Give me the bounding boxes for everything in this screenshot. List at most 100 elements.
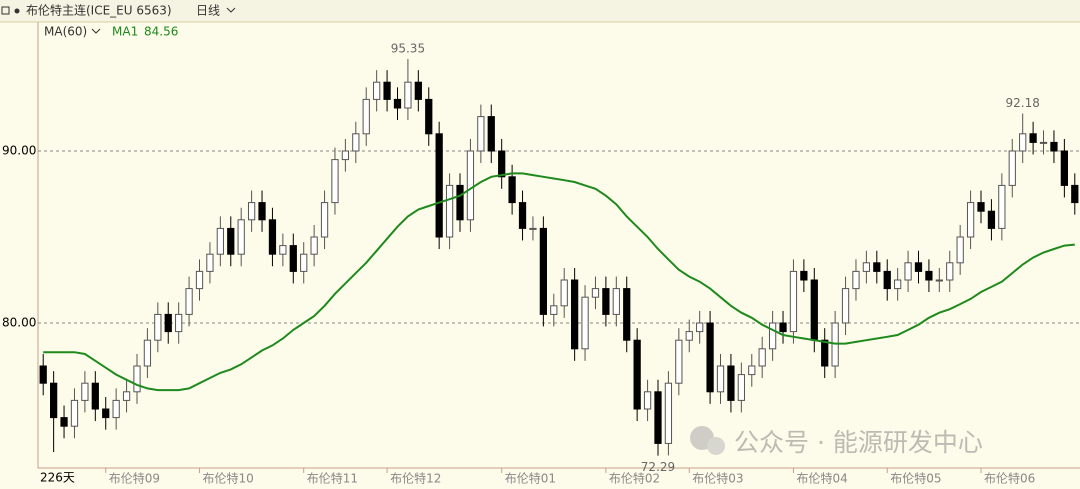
menu-icon[interactable] [1, 6, 10, 15]
candle-body [894, 279, 902, 290]
x-tick-label: 布伦特05 [890, 471, 941, 486]
candle-body [91, 382, 99, 410]
candle-body [789, 270, 798, 333]
candle-body [633, 339, 641, 410]
candle-body [247, 202, 256, 221]
candle-body [352, 133, 360, 152]
candle-body [81, 382, 89, 401]
candle-body [779, 322, 787, 333]
candle-body [393, 98, 402, 109]
candle-body [206, 253, 214, 272]
candle-body [654, 391, 662, 444]
watermark: 公众号 · 能源研发中心 [690, 426, 983, 457]
candle-body [727, 365, 735, 401]
chart-title: 布伦特主连(ICE_EU 6563) [26, 3, 172, 18]
candle-body [320, 202, 329, 238]
candle-body [977, 202, 985, 212]
legend-value: 84.56 [144, 25, 178, 39]
candle-body [456, 184, 464, 221]
candle-body [487, 116, 495, 152]
header-bar [0, 0, 1080, 22]
candle-body [623, 288, 631, 341]
watermark-icon [707, 437, 725, 455]
candle-body [1039, 141, 1048, 144]
candle-body [591, 288, 600, 298]
candle-body [185, 288, 193, 315]
candle-body [612, 288, 620, 315]
candle-body [821, 339, 829, 367]
indicator-caret[interactable] [91, 28, 101, 34]
candle-body [571, 279, 579, 350]
candle-body [122, 391, 131, 401]
candle-body [810, 279, 818, 341]
candle-body [237, 219, 245, 255]
candle-body [216, 227, 224, 255]
candle-body [529, 227, 537, 230]
indicator-label[interactable]: MA(60) [44, 25, 87, 39]
candle-body [1060, 150, 1068, 186]
candle-body [258, 202, 266, 221]
candle-body [341, 150, 350, 161]
legend-name: MA1 [112, 25, 138, 39]
candle-body [768, 322, 777, 350]
candle-body [404, 81, 412, 109]
candle-body [289, 245, 297, 272]
candle-body [39, 365, 47, 384]
candle-body [498, 150, 506, 178]
x-tick-label: 布伦特11 [307, 471, 358, 486]
x-tick-label: 布伦特01 [505, 471, 556, 486]
candle-body [560, 279, 568, 307]
candle-body [414, 81, 422, 100]
candle-body [112, 399, 120, 419]
period-selector[interactable]: 日线 [196, 4, 220, 18]
candle-body [60, 417, 68, 427]
candle-body [70, 399, 79, 427]
candle-body [383, 81, 391, 100]
candle-body [602, 288, 610, 315]
candle-body [50, 382, 58, 419]
candle-body [1019, 133, 1027, 152]
period-caret[interactable] [226, 7, 236, 13]
price-annotation: 95.35 [391, 41, 425, 55]
candle-body [862, 262, 871, 272]
candle-body [946, 262, 954, 281]
watermark-text: 公众号 · 能源研发中心 [734, 428, 983, 457]
candle-body [998, 184, 1006, 229]
x-tick-label: 布伦特02 [609, 471, 660, 486]
candle-body [581, 296, 589, 350]
candle-body [904, 262, 912, 281]
candle-body [195, 270, 204, 290]
candle-body [883, 270, 891, 290]
x-tick-label: 布伦特12 [390, 471, 441, 486]
candle-body [956, 236, 964, 264]
candle-body [1029, 133, 1037, 143]
candle-body [935, 279, 943, 282]
candle-body [758, 348, 766, 367]
x-tick-label: 布伦特04 [796, 471, 847, 486]
candle-body [300, 253, 308, 272]
y-tick-label: 90.00 [2, 144, 36, 158]
candle-body [466, 150, 475, 221]
price-annotation: 92.18 [1006, 96, 1040, 110]
candle-body [685, 331, 693, 341]
candle-body [508, 176, 516, 204]
candle-body [550, 305, 558, 315]
candle-body [800, 270, 808, 281]
candle-body [518, 202, 527, 229]
dot-icon [14, 8, 20, 14]
candle-body [143, 339, 152, 367]
candle-body [175, 313, 183, 333]
candle-body [914, 262, 923, 272]
candle-body [373, 81, 381, 100]
y-tick-label: 80.00 [2, 316, 36, 330]
candle-body [331, 159, 339, 204]
candle-body [1050, 141, 1058, 152]
ma-line [43, 172, 1075, 392]
candle-body [133, 365, 141, 393]
candle-body [748, 365, 756, 376]
candle-body [852, 270, 860, 290]
candle-body [435, 133, 443, 238]
candle-body [539, 227, 547, 315]
candle-body [643, 391, 652, 410]
